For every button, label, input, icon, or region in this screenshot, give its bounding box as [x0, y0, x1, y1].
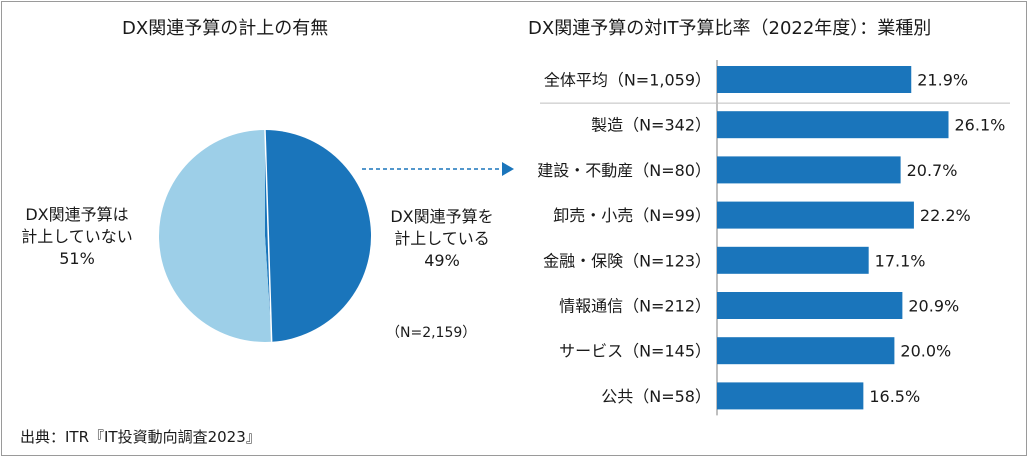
value-label: 26.1% — [955, 116, 1006, 135]
pie-label-percent: 51% — [59, 249, 95, 268]
value-label: 17.1% — [875, 251, 926, 270]
bar-4 — [717, 246, 869, 274]
category-label: 建設・不動産（N=80） — [537, 161, 711, 180]
value-label: 20.7% — [907, 161, 958, 180]
category-label: サービス（N=145） — [559, 342, 711, 361]
bar-3 — [717, 201, 914, 229]
category-label: 公共（N=58） — [601, 387, 711, 406]
source-citation: 出典：ITR『IT投資動向調査2023』 — [20, 428, 261, 446]
bar-5 — [717, 292, 903, 319]
value-label: 20.9% — [908, 297, 959, 316]
category-label: 情報通信（N=212） — [559, 297, 711, 316]
bar-6 — [717, 337, 895, 365]
pie-chart-title: DX関連予算の計上の有無 — [122, 18, 329, 39]
bar-2 — [717, 156, 901, 184]
pie-slice-yes — [265, 130, 371, 342]
arrow-head-icon — [502, 162, 514, 176]
value-label: 22.2% — [920, 206, 971, 225]
bar-series: 全体平均（N=1,059） 21.9% 製造（N=342） 26.1% 建設・不動産（N… — [537, 66, 1006, 410]
category-label: 金融・保険（N=123） — [543, 251, 711, 270]
pie-label-line: 計上している — [394, 229, 490, 248]
value-label: 21.9% — [917, 71, 968, 90]
pie-label-percent: 49% — [424, 251, 460, 270]
pie-label-line: 計上していない — [21, 227, 133, 246]
value-label: 20.0% — [900, 342, 951, 361]
pie-label-not-budgeted: DX関連予算は 計上していない 51% — [10, 204, 144, 270]
bar-1 — [717, 111, 949, 139]
pie-label-budgeted: DX関連予算を 計上している 49% — [376, 206, 508, 272]
pie-slice-no — [158, 130, 272, 343]
bar-0 — [717, 66, 912, 93]
category-label: 卸売・小売（N=99） — [553, 206, 711, 225]
bar-7 — [717, 382, 864, 410]
value-label: 16.5% — [869, 387, 920, 406]
category-label: 全体平均（N=1,059） — [544, 71, 711, 90]
pie-slice-divider — [264, 129, 273, 342]
bar-chart-title: DX関連予算の対IT予算比率（2022年度）：業種別 — [528, 18, 932, 39]
sample-size-note: （N=2,159） — [386, 325, 477, 341]
pie-label-line: DX関連予算を — [390, 207, 494, 226]
pie-label-line: DX関連予算は — [25, 205, 129, 224]
category-label: 製造（N=342） — [591, 116, 711, 135]
